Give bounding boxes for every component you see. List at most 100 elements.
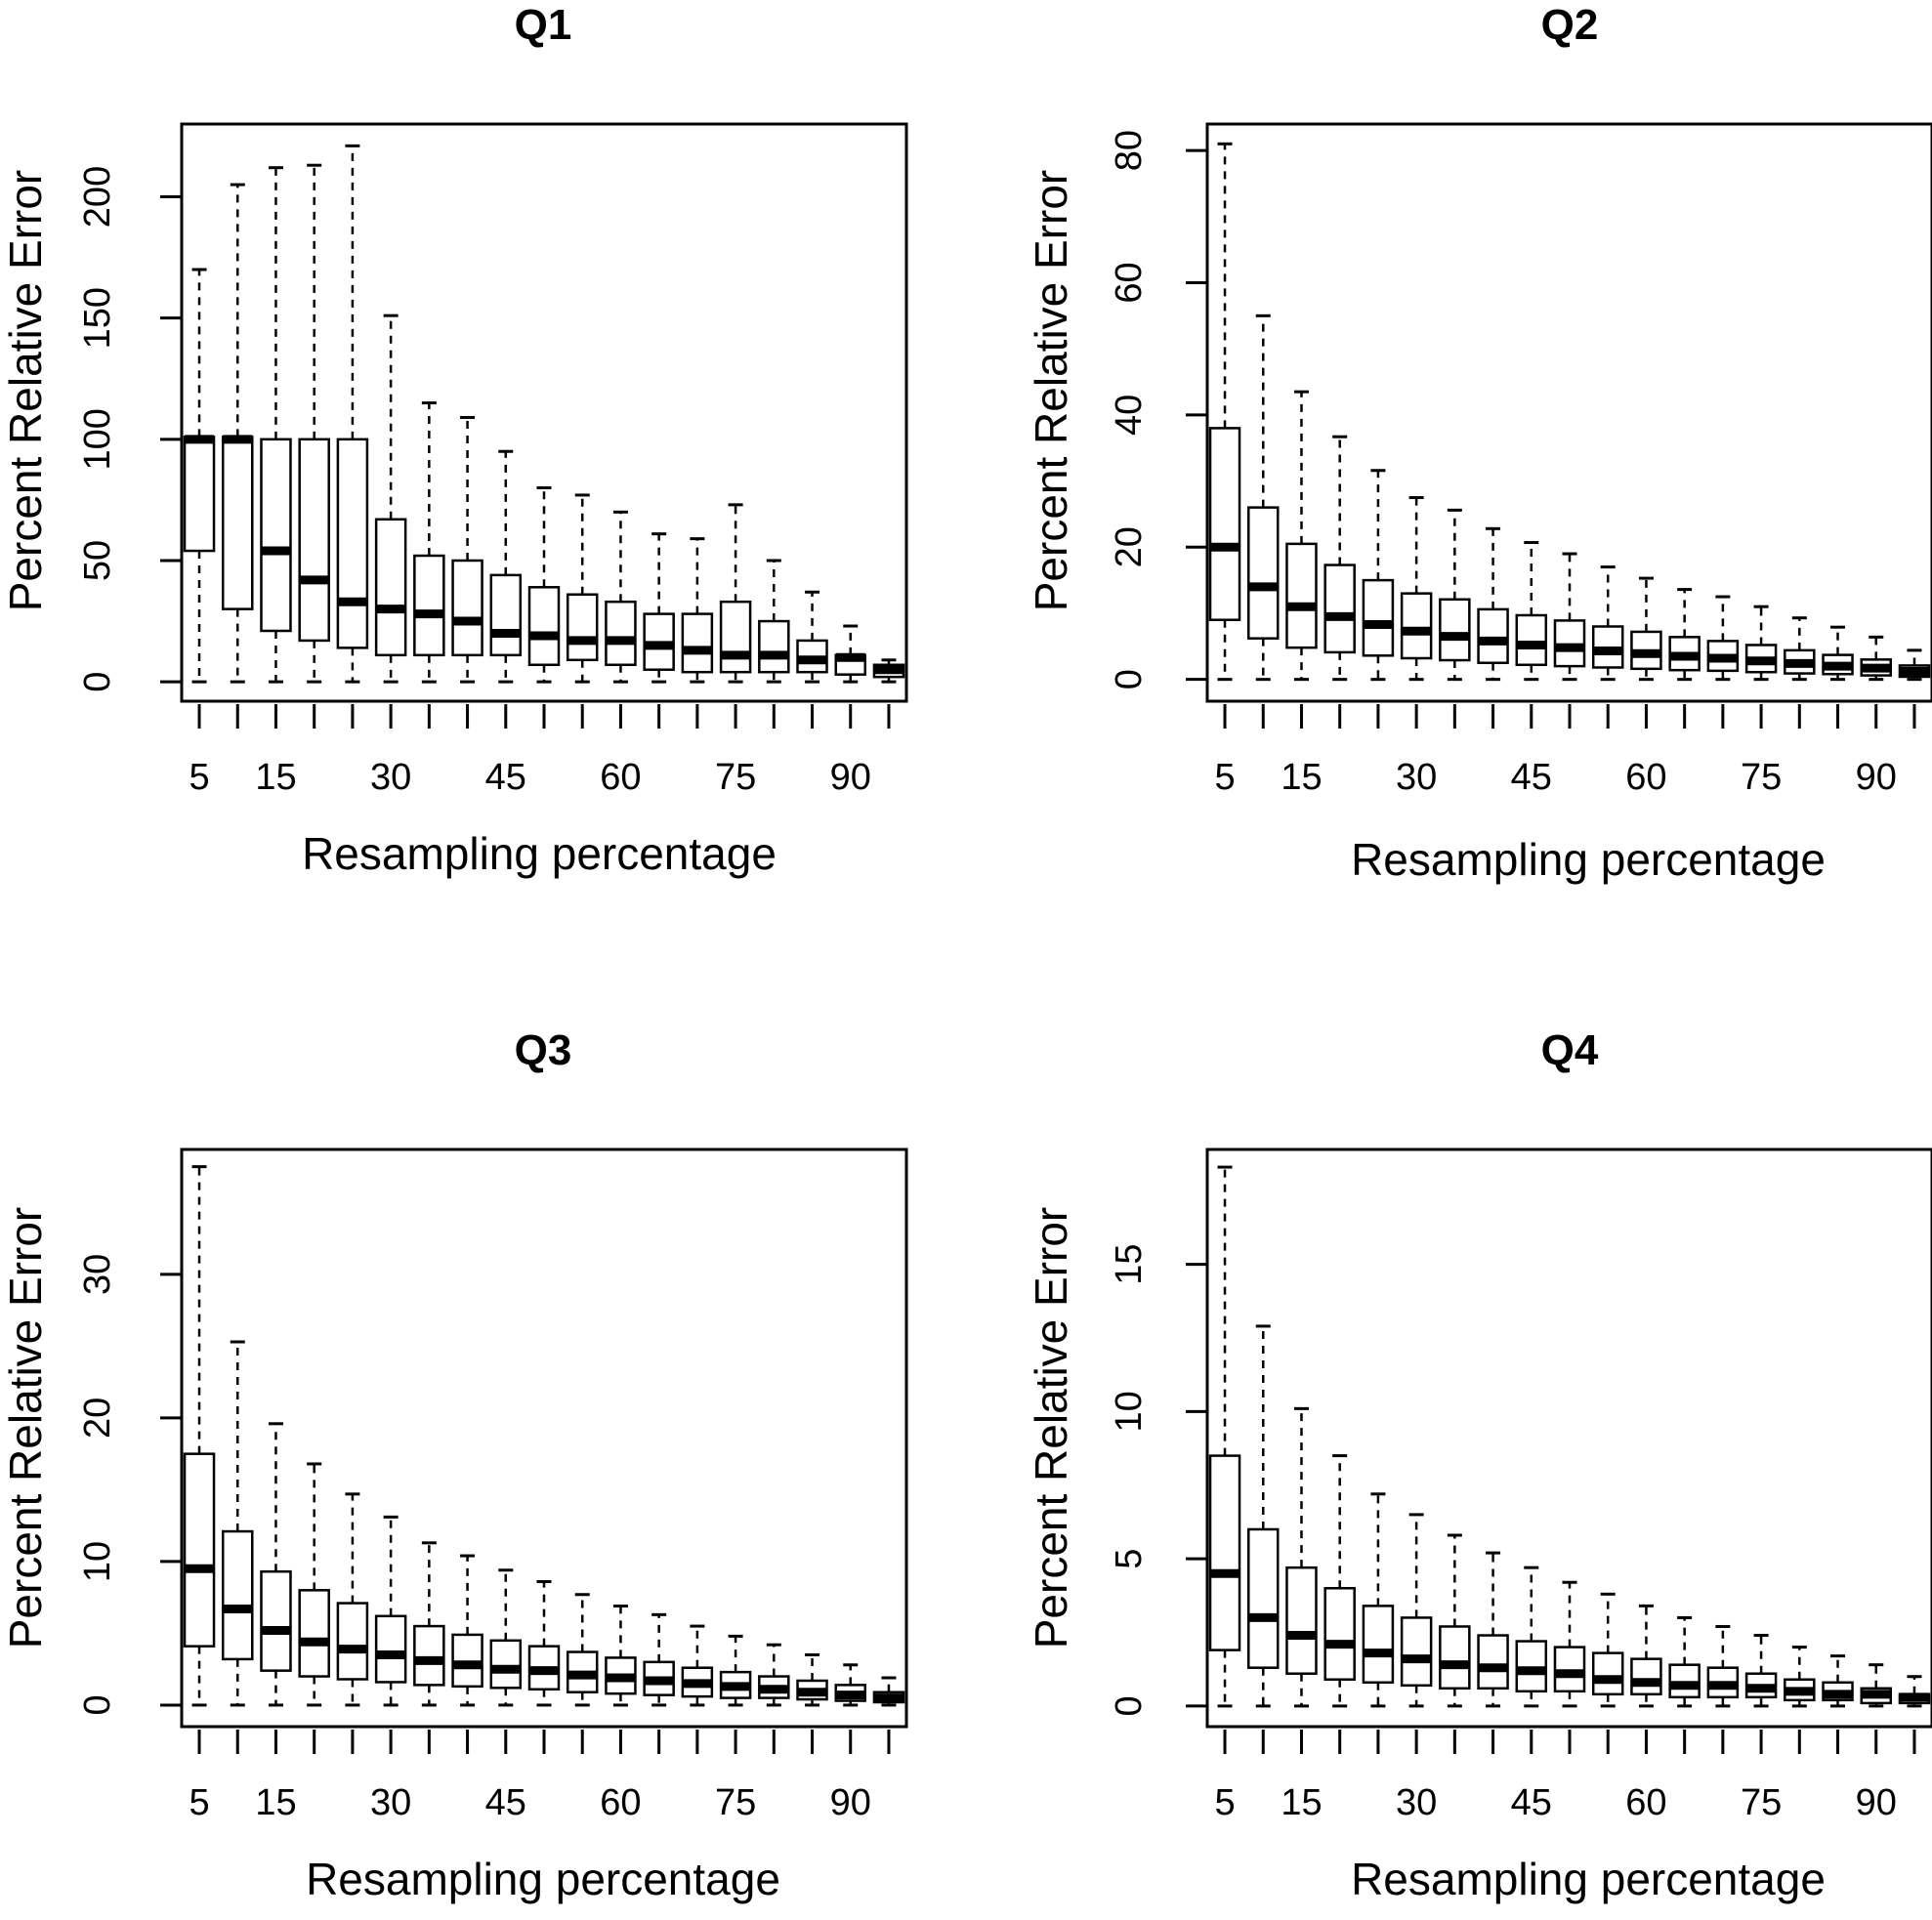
iqr-box	[1400, 592, 1433, 660]
iqr-box	[605, 600, 637, 667]
box-85	[1822, 625, 1854, 682]
box-70	[1706, 1624, 1740, 1708]
box-25	[1362, 469, 1395, 682]
plot-frame	[180, 1148, 908, 1729]
iqr-box	[527, 586, 561, 667]
box-80	[758, 1643, 790, 1707]
y-tick-label: 0	[77, 1694, 118, 1715]
iqr-box	[183, 436, 216, 553]
x-tick-label: 60	[600, 757, 641, 798]
iqr-box	[336, 1602, 369, 1681]
box-65	[643, 532, 675, 684]
iqr-box	[1323, 563, 1356, 654]
iqr-box	[1515, 1640, 1548, 1693]
iqr-box	[758, 619, 790, 674]
iqr-box	[1208, 1454, 1241, 1651]
box-65	[643, 1612, 675, 1707]
box-75	[1744, 605, 1778, 682]
box-90	[834, 624, 866, 684]
box-25	[336, 144, 369, 684]
x-tick-label: 30	[370, 1782, 411, 1823]
x-tick-label: 45	[485, 757, 526, 798]
iqr-box	[1362, 1605, 1395, 1685]
x-tick-label: 75	[715, 757, 756, 798]
iqr-box	[1515, 613, 1548, 667]
box-95	[872, 658, 905, 684]
iqr-box	[1400, 1616, 1433, 1688]
x-tick-label: 30	[1396, 757, 1437, 798]
box-40	[1477, 526, 1509, 682]
box-35	[413, 1541, 445, 1707]
box-35	[1439, 508, 1471, 682]
box-20	[1323, 1454, 1356, 1708]
iqr-box	[1247, 1527, 1280, 1669]
x-tick-label: 15	[255, 757, 296, 798]
box-85	[796, 590, 828, 684]
y-tick-label: 20	[77, 1398, 118, 1439]
box-10	[222, 1340, 254, 1707]
panel-q2: Q2 Resampling percentage Percent Relative …	[1026, 1, 1932, 885]
x-tick-label: 90	[1856, 757, 1897, 798]
y-tick-label: 10	[1109, 1391, 1150, 1432]
y-tick-label: 200	[77, 166, 118, 228]
iqr-box	[413, 554, 445, 657]
box-30	[1400, 1513, 1433, 1708]
y-tick-label: 40	[1109, 395, 1150, 436]
box-10	[222, 183, 254, 684]
chart-title: Q3	[515, 1026, 572, 1074]
box-60	[605, 510, 637, 684]
box-20	[298, 163, 330, 684]
x-axis-label: Resampling percentage	[302, 828, 777, 879]
x-tick-label: 15	[1281, 1782, 1322, 1823]
box-75	[719, 503, 752, 684]
x-tick-label: 15	[255, 1782, 296, 1823]
iqr-box	[298, 1589, 330, 1678]
y-tick-label: 0	[1109, 1695, 1150, 1716]
box-55	[566, 493, 599, 684]
box-55	[566, 1593, 599, 1707]
iqr-box	[222, 1529, 254, 1661]
iqr-box	[1439, 1625, 1471, 1690]
iqr-box	[681, 612, 714, 674]
box-85	[796, 1652, 828, 1707]
iqr-box	[1553, 1646, 1586, 1693]
iqr-box	[260, 438, 292, 633]
iqr-box	[489, 1639, 523, 1690]
y-axis-label: Percent Relative Error	[1026, 1207, 1076, 1649]
y-tick-label: 30	[77, 1254, 118, 1295]
box-85	[1822, 1654, 1854, 1708]
box-60	[1630, 1604, 1662, 1708]
box-15	[260, 1422, 292, 1707]
box-80	[1784, 1646, 1816, 1708]
iqr-box	[374, 1614, 407, 1684]
y-tick-label: 15	[1109, 1243, 1150, 1284]
y-tick-label: 20	[1109, 526, 1150, 567]
box-60	[1630, 576, 1662, 682]
box-80	[758, 559, 790, 684]
y-tick-label: 150	[77, 287, 118, 349]
iqr-box	[1477, 1634, 1509, 1690]
x-tick-label: 30	[1396, 1782, 1437, 1823]
x-tick-label: 60	[600, 1782, 641, 1823]
iqr-box	[451, 559, 483, 657]
box-50	[527, 485, 561, 684]
x-tick-label: 60	[1625, 757, 1666, 798]
box-20	[298, 1462, 330, 1707]
y-axis-label: Percent Relative Error	[0, 1207, 51, 1649]
y-tick-label: 0	[77, 672, 118, 692]
box-95	[1898, 1675, 1931, 1708]
x-tick-label: 45	[485, 1782, 526, 1823]
box-50	[1553, 1580, 1586, 1708]
iqr-box	[1285, 1565, 1318, 1675]
plot-frame	[180, 122, 908, 703]
box-5	[1208, 142, 1241, 682]
panel-q4: Q4 Resampling percentage Percent Relative …	[1026, 1026, 1932, 1904]
box-55	[1591, 1592, 1624, 1708]
iqr-box	[222, 436, 254, 610]
box-70	[1706, 595, 1740, 682]
box-10	[1247, 313, 1280, 682]
box-40	[451, 1554, 483, 1707]
box-15	[260, 166, 292, 684]
box-35	[413, 401, 445, 684]
y-tick-label: 5	[1109, 1549, 1150, 1569]
